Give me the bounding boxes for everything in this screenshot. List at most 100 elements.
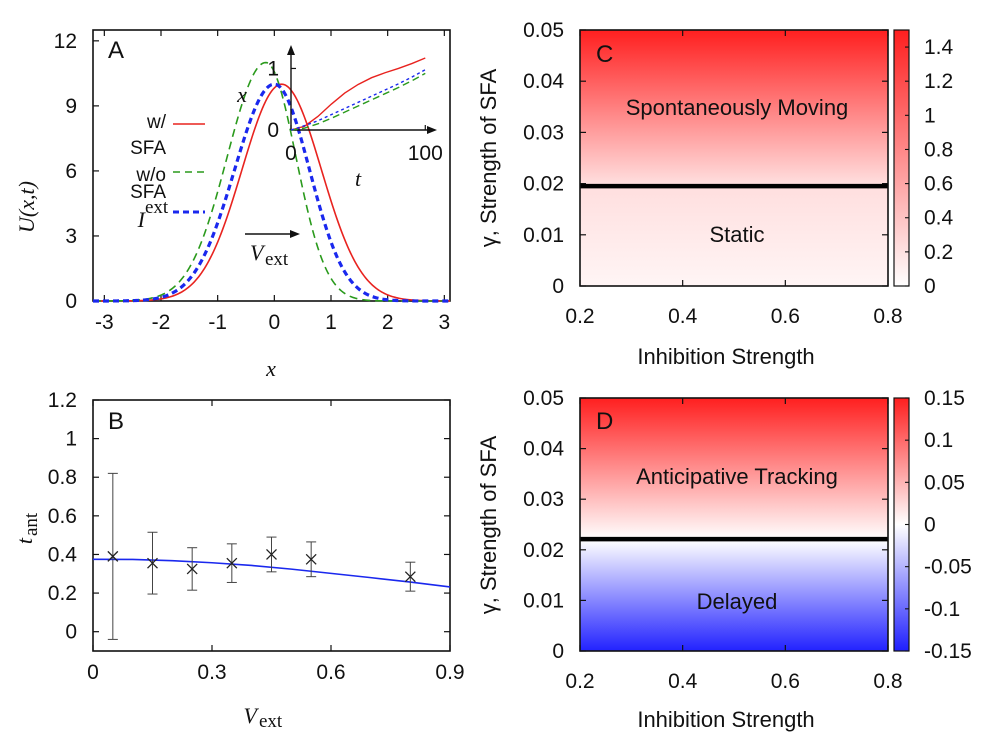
panel-a-x-tick-label: 3 [438, 311, 450, 334]
inset-y-arrowhead [287, 45, 295, 55]
inset-y-tick-label: 0 [267, 119, 279, 142]
panel-a-letter: A [108, 37, 124, 64]
panel-c-x-tick-label: 0.2 [565, 305, 594, 328]
panel-a-x-tick-label: 1 [325, 311, 337, 334]
panel-c-colorbar-tick-label: 0 [924, 275, 936, 298]
panel-c-x-label: Inhibition Strength [637, 344, 814, 369]
panel-d-x-tick-label: 0.4 [668, 670, 698, 693]
panel-d-colorbar-tick-label: 0.05 [924, 471, 965, 494]
panel-d-letter: D [596, 408, 613, 435]
panel-c-colorbar-tick-label: 0.2 [924, 241, 953, 264]
panel-d-colorbar-tick-label: -0.1 [924, 598, 960, 621]
inset-x-tick-label: 0 [285, 142, 297, 165]
panel-d-colorbar-tick-label: 0.1 [924, 429, 953, 452]
panel-b-letter: B [108, 408, 124, 435]
panel-a-x-tick-label: -1 [208, 311, 227, 334]
panel-c-colorbar-tick-label: 0.4 [924, 207, 954, 230]
panel-d-colorbar-tick-label: -0.15 [924, 640, 972, 663]
panel-c-colorbar [894, 30, 909, 286]
figure: A -3 -2 -1 0 1 2 3036912 x U(x,t) w/ SFA w/o S… [0, 0, 1000, 752]
inset-x-arrowhead [427, 126, 437, 134]
panel-d-colorbar-tick-label: 0 [924, 514, 936, 537]
panel-b-x-tick-label: 0 [87, 661, 99, 684]
panel-c-colorbar-tick-label: 0.6 [924, 173, 953, 196]
panel-c-y-tick-label: 0.03 [523, 121, 564, 144]
panel-b-x-tick-label: 0.3 [197, 661, 226, 684]
panel-d-y-tick-label: 0.02 [523, 539, 564, 562]
panel-b-y-tick-label: 0.6 [48, 505, 77, 528]
panel-d-x-tick-label: 0.8 [873, 670, 902, 693]
panel-c: C Spontaneously Moving Static 0.2 0.4 0.6 0… [476, 19, 954, 369]
panel-c-heatmap [580, 30, 888, 286]
panel-d-x-tick-label: 0.6 [771, 670, 800, 693]
panel-d-y-tick-label: 0.01 [523, 589, 564, 612]
panel-a-x-tick-label: 0 [268, 311, 280, 334]
panel-c-y-tick-label: 0.04 [523, 70, 564, 93]
panel-d-y-tick-label: 0.04 [523, 438, 564, 461]
panel-d: D Anticipative Tracking Delayed 0.2 0.4 0.… [476, 387, 972, 732]
inset-y-label: x [236, 82, 247, 107]
panel-a-y-tick-label: 3 [65, 225, 77, 248]
legend-w-sfa-line2: SFA [130, 138, 166, 159]
panel-c-colorbar-tick-label: 0.8 [924, 138, 953, 161]
panel-c-x-tick-label: 0.8 [873, 305, 902, 328]
panel-d-region-lower: Delayed [697, 589, 778, 614]
panel-a-y-tick-label: 6 [65, 160, 77, 183]
panel-b-x-tick-label: 0.9 [435, 661, 464, 684]
inset-y-tick-label: 1 [267, 57, 279, 80]
panel-d-colorbar-tick-label: -0.05 [924, 556, 972, 579]
panel-a-inset: 0 100 0 1 t x [236, 45, 443, 191]
panel-c-region-upper: Spontaneously Moving [626, 95, 849, 120]
legend-iext-sub: ext [145, 197, 169, 218]
panel-a-x-tick-label: -2 [152, 311, 171, 334]
panel-b-y-tick-label: 0 [65, 621, 77, 644]
panel-d-y-label: γ, Strength of SFA [476, 435, 501, 614]
panel-b-y-label-main: t [12, 537, 37, 544]
panel-d-y-tick-label: 0.03 [523, 488, 564, 511]
panel-c-x-tick-label: 0.4 [668, 305, 698, 328]
panel-d-colorbar-tick-label: 0.15 [924, 387, 965, 410]
panel-c-region-lower: Static [709, 222, 764, 247]
panel-b-y-tick-label: 1 [65, 428, 77, 451]
panel-b-y-tick-label: 1.2 [48, 389, 77, 412]
panel-a-x-tick-label: -3 [95, 311, 114, 334]
legend-w-sfa-line1: w/ [146, 112, 167, 133]
panel-b-x-label-main: V [244, 703, 260, 728]
inset-x-label: t [355, 166, 362, 191]
panel-a-y-tick-label: 0 [65, 290, 77, 313]
panel-d-x-tick-label: 0.2 [565, 670, 594, 693]
panel-b-y-tick-label: 0.8 [48, 466, 77, 489]
velocity-label-sub: ext [265, 249, 289, 270]
panel-a-y-label: U(x,t) [14, 181, 39, 233]
velocity-arrow-annotation: V ext [245, 230, 300, 270]
panel-a-y-tick-label: 12 [54, 30, 77, 53]
inset-x-tick-label: 100 [408, 142, 443, 165]
panel-c-letter: C [596, 41, 613, 68]
panel-c-colorbar-tick-label: 1.4 [924, 36, 954, 59]
panel-c-y-tick-label: 0.02 [523, 173, 564, 196]
panel-a-y-tick-label: 9 [65, 95, 77, 118]
panel-a-x-tick-label: 2 [382, 311, 394, 334]
panel-c-y-tick-label: 0.05 [523, 19, 564, 42]
panel-a-x-label: x [265, 356, 276, 381]
panel-d-y-tick-label: 0.05 [523, 387, 564, 410]
panel-b: B 0 0.3 0.6 0.9 0 0.2 0.4 0.6 0.8 1 1.2 V ext t an… [12, 389, 465, 732]
panel-d-x-label: Inhibition Strength [637, 707, 814, 732]
velocity-arrowhead [290, 230, 300, 238]
panel-b-x-tick-label: 0.6 [316, 661, 345, 684]
panel-b-x-label-sub: ext [259, 711, 283, 732]
panel-c-y-tick-label: 0.01 [523, 224, 564, 247]
panel-d-y-tick-label: 0 [552, 640, 564, 663]
velocity-label-main: V [250, 240, 266, 265]
panel-c-colorbar-tick-label: 1.2 [924, 70, 953, 93]
panel-d-region-upper: Anticipative Tracking [636, 464, 838, 489]
panel-a-legend: w/ SFA w/o SFA I ext [130, 112, 205, 232]
panel-b-y-tick-label: 0.2 [48, 582, 77, 605]
panel-c-y-tick-label: 0 [552, 275, 564, 298]
panel-b-frame [93, 400, 450, 651]
panel-c-x-tick-label: 0.6 [771, 305, 800, 328]
panel-c-colorbar-tick-label: 1 [924, 104, 936, 127]
panel-b-y-tick-label: 0.4 [48, 543, 78, 566]
panel-b-y-label-sub: ant [21, 512, 42, 536]
